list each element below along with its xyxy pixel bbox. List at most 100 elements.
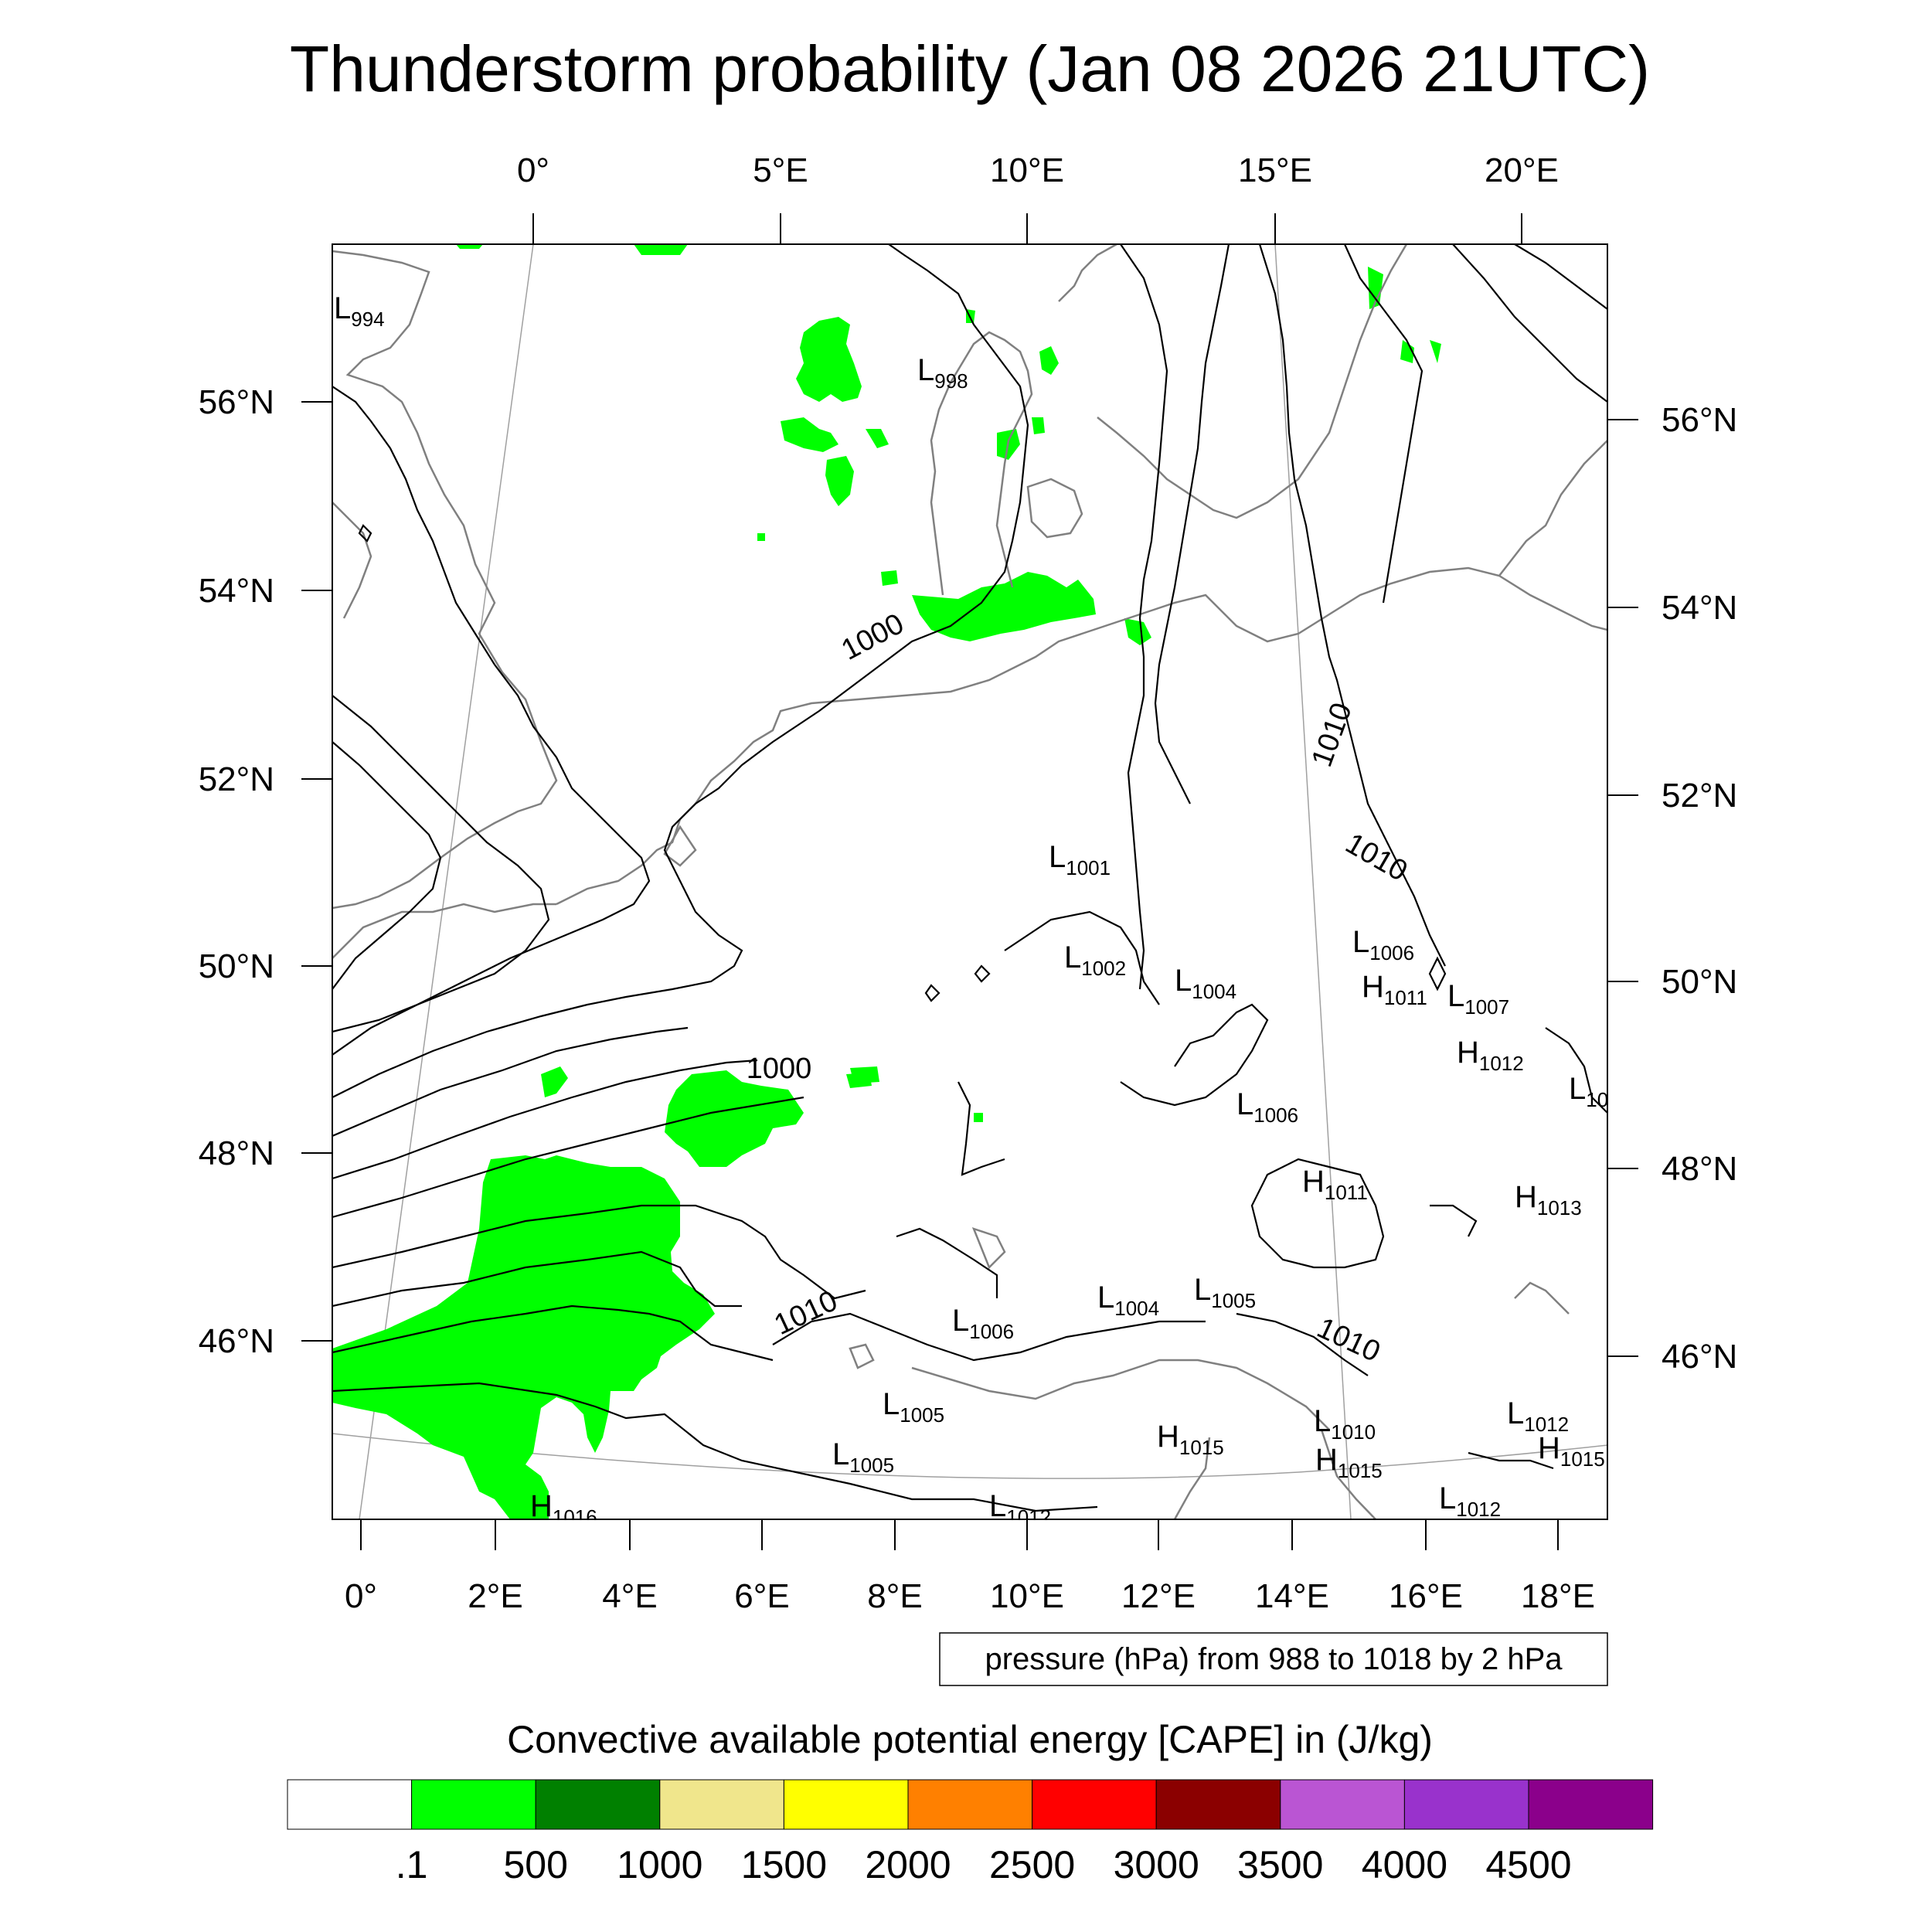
colorbar-label: 4500 [1485,1843,1571,1886]
cape-area-dot-d [974,1113,983,1122]
lon-label: 5°E [753,151,808,189]
colorbar-label: 2500 [989,1843,1075,1886]
pressure-center-label: H1011 [1302,1165,1368,1204]
colorbar-box [287,1779,413,1830]
cape-area-france-west-switzerland [332,1155,715,1519]
isobars [332,244,1607,1512]
map-frame [332,243,1608,1520]
lat-label: 54°N [199,572,274,610]
isobar-poland-a [1343,244,1423,604]
colorbar-box [1528,1779,1654,1830]
isobar-f [332,1059,758,1180]
isobar-central-a [1004,910,1160,1005]
lon-label: 6°E [734,1577,789,1615]
isobar-poland-b [1452,244,1607,403]
parallel-45n [332,1433,1607,1479]
colorbar-label: 2000 [865,1843,951,1886]
isobar-label: 1000 [747,1053,812,1085]
pressure-center-label: L1005 [883,1387,944,1427]
coast-lake-constance [971,1226,1006,1270]
isobar-b [332,1304,774,1362]
contour-info-box: pressure (hPa) from 988 to 1018 by 2 hPa [939,1632,1608,1686]
lat-label: 54°N [1662,589,1737,627]
colorbar-title: Convective available potential energy [C… [507,1718,1433,1761]
isobar-high-1011 [1250,1158,1385,1269]
coast-adriatic [1320,1429,1376,1519]
lat-label: 46°N [199,1322,274,1360]
coast-lake-garda [1173,1437,1211,1519]
isobar-poland-c [1514,244,1607,310]
isobar-d [332,1204,866,1300]
colorbar [287,1779,1654,1830]
lat-label: 56°N [1662,401,1737,439]
pressure-center-label: L1012 [1439,1481,1501,1521]
colorbar-label: 4000 [1362,1843,1447,1886]
colorbar-label: 1500 [741,1843,827,1886]
meridian-15e [1274,244,1352,1519]
isobar-se-c [1430,1204,1478,1237]
pressure-center-label: L1006 [1236,1087,1298,1127]
coast-sweden-west [1058,244,1117,302]
colorbar-box [659,1779,784,1830]
bottom-lon-labels: 0° 2°E 4°E 6°E 8°E 10°E 12°E 14°E 16°E 1… [345,1577,1595,1615]
right-lat-labels: 56°N 54°N 52°N 50°N 48°N 46°N [1662,401,1737,1376]
pressure-center-label: L1006 [952,1304,1014,1343]
colorbar-label: .1 [396,1843,428,1886]
cape-area-north-sea-b [781,417,838,452]
lon-label: 15°E [1238,151,1312,189]
lon-label: 10°E [990,151,1064,189]
cape-area-dot-c [850,1066,879,1083]
isobar-east-a [1120,244,1168,990]
lon-label: 20°E [1485,151,1559,189]
cape-area-kattegat-a [1039,346,1059,375]
coast-baltic-east [1498,440,1607,577]
colorbar-label: 3500 [1237,1843,1323,1886]
pressure-center-label: L1012 [1507,1396,1569,1436]
colorbar-box [907,1779,1033,1830]
pressure-center-label: L10 [1569,1072,1608,1111]
colorbar-box [1155,1779,1281,1830]
cape-area-top [634,244,688,255]
lat-label: 52°N [199,760,274,798]
cape-area-small-a [541,1066,568,1097]
pressure-center-label: L1005 [832,1437,894,1477]
pressure-center-label: L1006 [1352,925,1414,964]
lon-label: 10°E [990,1577,1064,1615]
colorbar-label: 500 [503,1843,567,1886]
colorbar-box [1032,1779,1157,1830]
coast-channel [332,903,556,959]
lon-label: 16°E [1389,1577,1463,1615]
bottom-lon-axis [360,1519,1559,1550]
pressure-center-label: L994 [334,291,385,331]
isobar-1010-south [1236,1312,1369,1376]
isobar-uk-south [332,741,442,990]
coast-jutland [930,331,1033,596]
isobar-england [332,386,651,1056]
cape-area-lorraine [665,1070,804,1167]
isobar-small-ring [1428,956,1447,992]
cape-area-schleswig-holstein [912,572,1096,641]
coast-lake-geneva [849,1343,875,1369]
lon-label: 18°E [1521,1577,1595,1615]
isobar-e [332,1096,804,1219]
graticule [332,244,1607,1519]
isobar-bohemia [1120,1003,1269,1107]
colorbar-label: 1000 [617,1843,702,1886]
pressure-centers: L994 L998 L1001 L1002 L1004 L1006 H1011 … [334,291,1608,1529]
cape-fill [332,244,1441,1519]
colorbar-box [535,1779,661,1830]
isobar-alps-north [772,1312,1206,1362]
lon-label: 0° [517,151,549,189]
lat-label: 52°N [1662,777,1737,815]
cape-area-dot-a [757,533,765,541]
lon-label: 14°E [1255,1577,1329,1615]
coast-britain-east [332,250,558,910]
top-lon-labels: 0° 5°E 10°E 15°E 20°E [517,151,1559,189]
lat-label: 50°N [199,947,274,985]
border-alps [911,1359,1330,1430]
pressure-center-label: H1016 [530,1489,597,1529]
pressure-center-label: H1015 [1157,1420,1224,1459]
isobar-small-a [974,964,991,983]
pressure-center-label: L1012 [989,1489,1051,1529]
coast-zealand [1026,478,1083,539]
